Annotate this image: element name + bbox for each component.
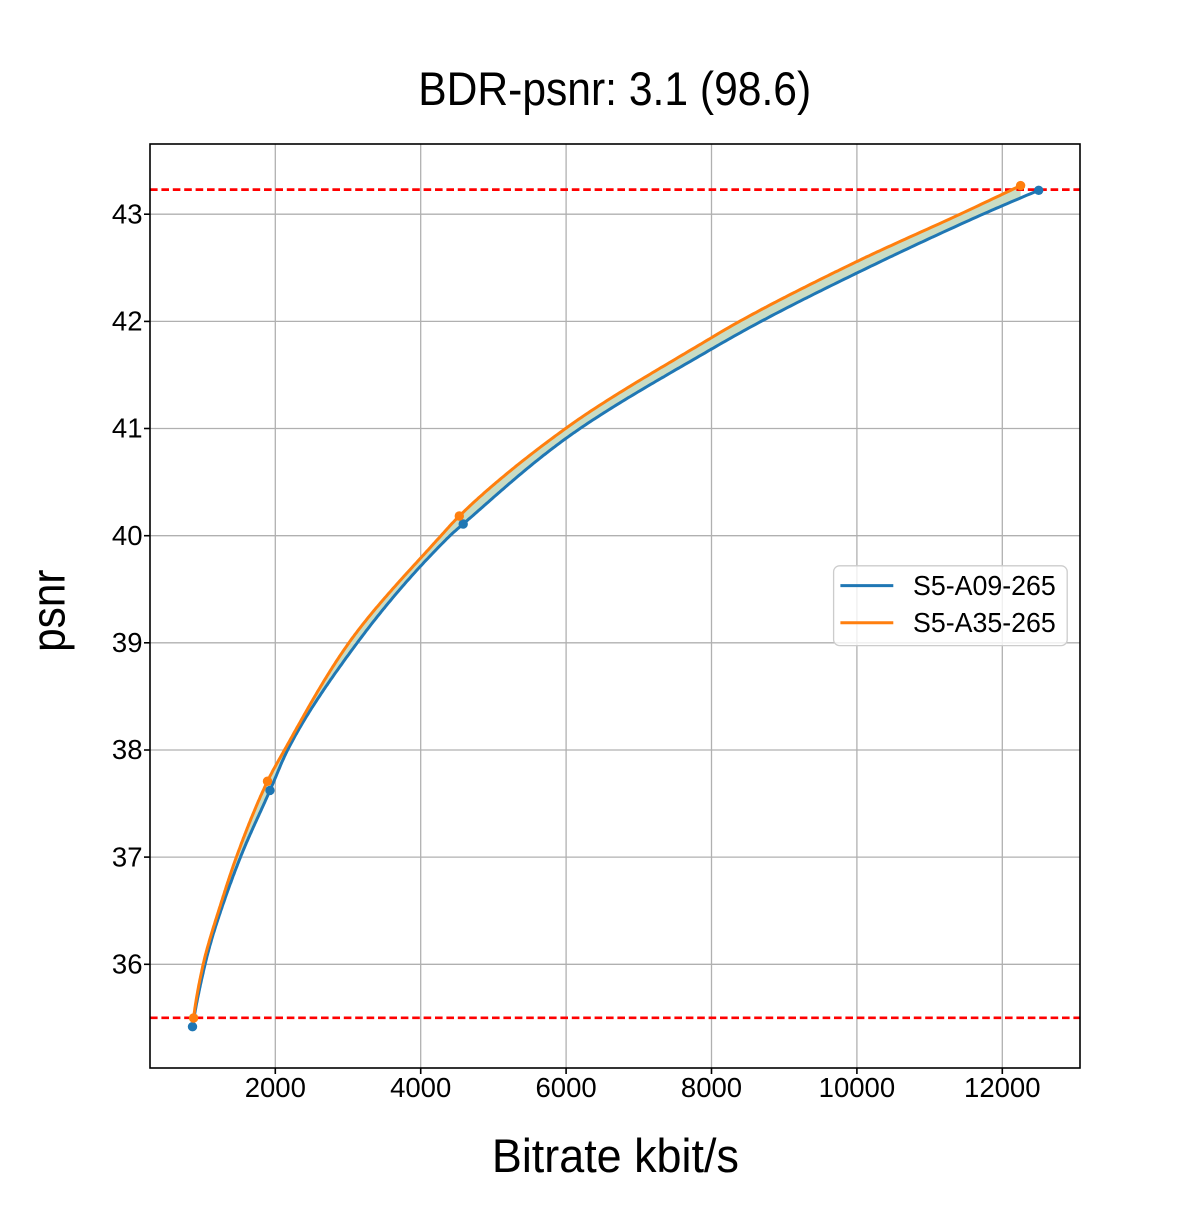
svg-text:8000: 8000 (681, 1072, 742, 1103)
svg-text:Bitrate kbit/s: Bitrate kbit/s (492, 1129, 739, 1182)
svg-text:43: 43 (112, 198, 143, 229)
svg-text:38: 38 (112, 734, 143, 765)
svg-text:BDR-psnr: 3.1 (98.6): BDR-psnr: 3.1 (98.6) (418, 62, 811, 115)
svg-text:40: 40 (112, 520, 143, 551)
svg-text:psnr: psnr (22, 570, 75, 652)
svg-text:12000: 12000 (964, 1072, 1040, 1103)
svg-text:10000: 10000 (819, 1072, 895, 1103)
svg-text:36: 36 (112, 949, 143, 980)
svg-text:4000: 4000 (390, 1072, 451, 1103)
svg-text:42: 42 (112, 306, 143, 337)
svg-text:S5-A35-265: S5-A35-265 (913, 607, 1056, 638)
svg-text:37: 37 (112, 841, 143, 872)
svg-text:39: 39 (112, 627, 143, 658)
svg-text:S5-A09-265: S5-A09-265 (913, 570, 1056, 601)
svg-text:41: 41 (112, 413, 143, 444)
svg-text:6000: 6000 (536, 1072, 597, 1103)
svg-text:2000: 2000 (245, 1072, 306, 1103)
